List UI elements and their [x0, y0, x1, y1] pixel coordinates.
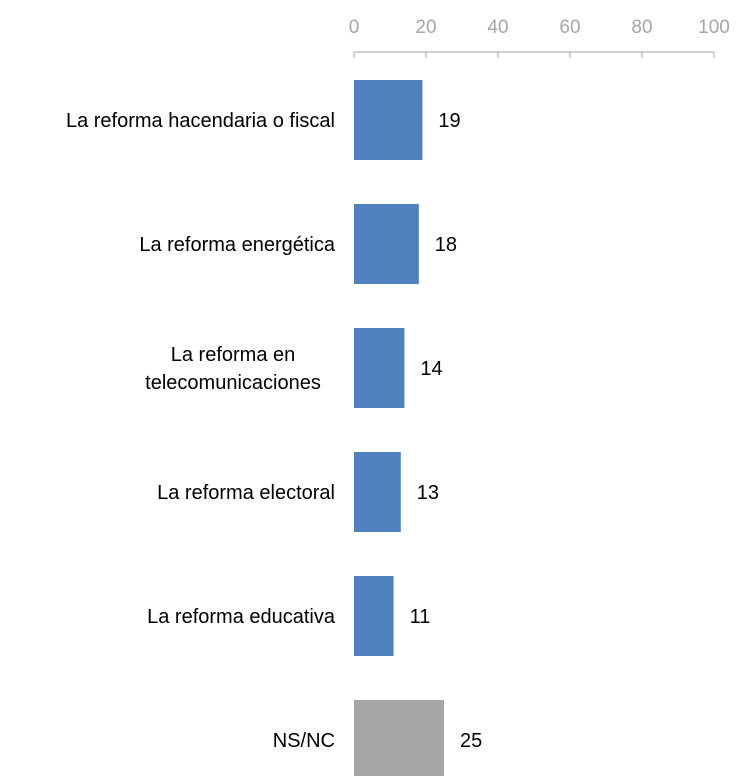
- category-labels: La reforma hacendaria o fiscal La reforma…: [66, 110, 336, 752]
- category-label: La reforma hacendaria o fiscal: [66, 110, 335, 132]
- category-label: NS/NC: [273, 730, 335, 752]
- value-labels: 19 18 14 13 11 25: [410, 110, 483, 752]
- bar: [354, 204, 419, 284]
- bar: [354, 576, 394, 656]
- tick-label: 0: [349, 17, 360, 38]
- value-label: 25: [460, 730, 482, 752]
- value-label: 11: [410, 606, 431, 628]
- bar: [354, 328, 405, 408]
- bar: [354, 80, 423, 160]
- tick-label: 100: [698, 17, 730, 38]
- value-label: 18: [435, 234, 457, 256]
- category-label: La reforma energética: [139, 234, 336, 256]
- category-label: La reforma educativa: [147, 606, 336, 628]
- category-label-line: La reforma en: [171, 344, 296, 366]
- bar: [354, 700, 444, 776]
- value-axis: 0 20 40 60 80 100: [349, 17, 730, 58]
- tick-label: 80: [631, 17, 652, 38]
- value-label: 13: [417, 482, 439, 504]
- category-label: La reforma en telecomunicaciones: [145, 344, 321, 394]
- bar: [354, 452, 401, 532]
- tick-label: 40: [487, 17, 508, 38]
- category-label: La reforma electoral: [157, 482, 335, 504]
- bars: [354, 80, 444, 776]
- tick-label: 20: [415, 17, 436, 38]
- value-label: 14: [420, 358, 442, 380]
- category-label-line: telecomunicaciones: [145, 372, 321, 394]
- value-label: 19: [438, 110, 460, 132]
- tick-label: 60: [559, 17, 580, 38]
